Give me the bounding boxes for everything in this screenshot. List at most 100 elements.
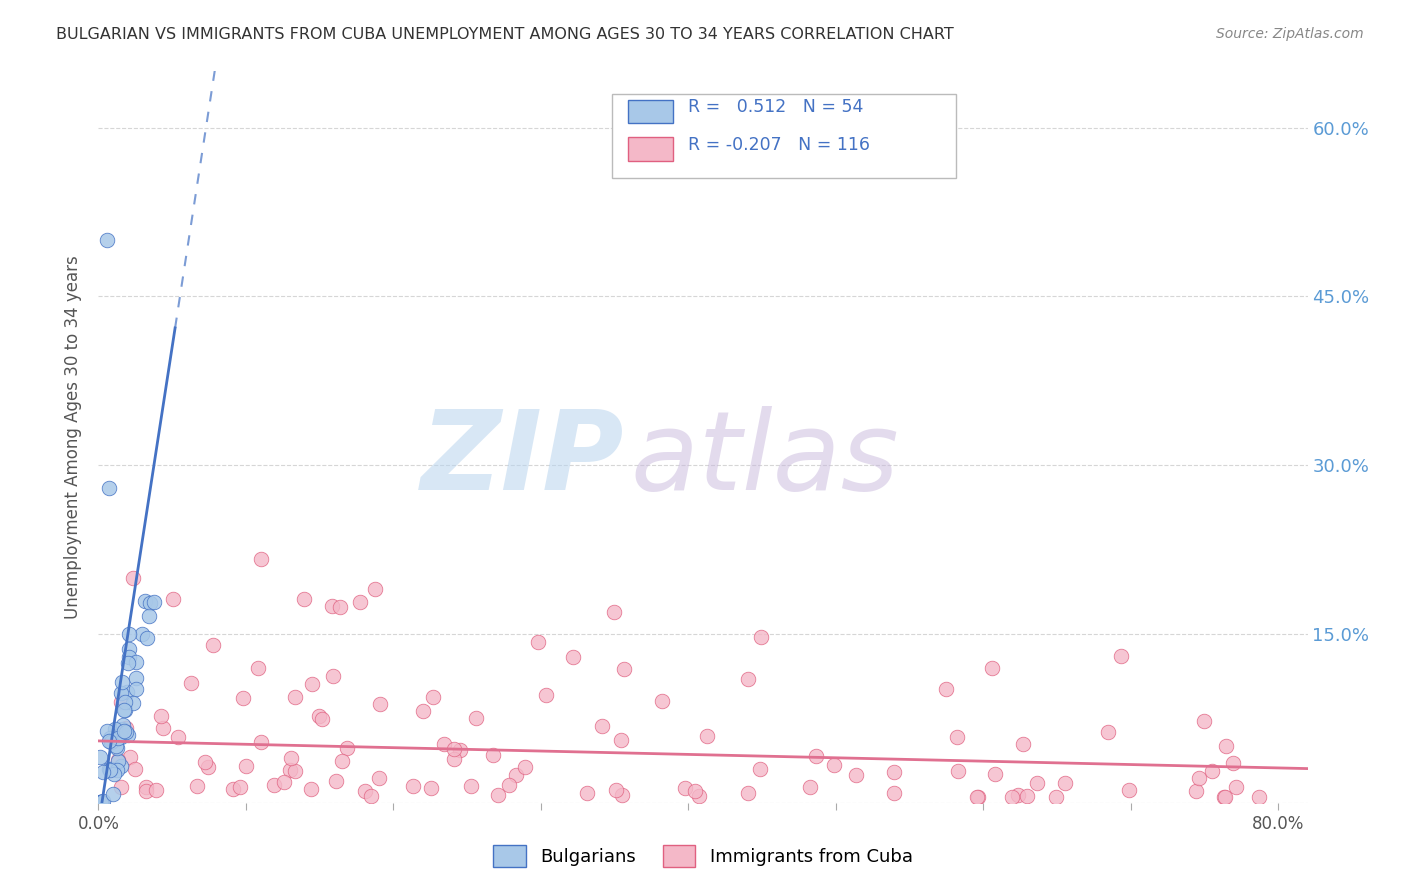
Point: [114, 703, 136, 717]
Point: [162, 591, 184, 606]
Point: [118, 627, 141, 641]
Point: [609, 732, 631, 747]
Point: [108, 728, 131, 742]
Point: [299, 782, 322, 797]
Point: [118, 641, 141, 656]
Point: [135, 783, 157, 797]
Point: [152, 722, 174, 736]
Point: [110, 758, 132, 772]
Point: [368, 697, 391, 711]
Point: [91, 794, 114, 808]
Point: [498, 778, 520, 792]
Point: [280, 750, 302, 764]
Point: [131, 627, 153, 641]
Point: [90, 795, 112, 809]
Point: [368, 771, 391, 785]
Point: [278, 764, 301, 778]
Point: [111, 722, 134, 736]
Point: [575, 786, 598, 800]
Point: [273, 775, 295, 789]
Point: [883, 765, 905, 780]
Point: [114, 695, 136, 709]
Point: [115, 685, 138, 699]
Text: ZIP: ZIP: [420, 406, 624, 513]
Point: [449, 743, 471, 757]
Point: [112, 723, 135, 738]
Point: [180, 676, 202, 690]
Point: [360, 789, 382, 803]
Point: [332, 754, 354, 768]
Point: [749, 630, 772, 644]
Point: [328, 600, 350, 615]
Point: [464, 710, 486, 724]
Point: [150, 709, 173, 723]
Point: [110, 731, 132, 745]
Point: [98, 763, 121, 777]
Point: [103, 722, 125, 736]
Point: [945, 730, 967, 744]
Point: [235, 759, 257, 773]
Point: [125, 682, 148, 697]
Point: [125, 655, 148, 669]
Point: [232, 690, 254, 705]
Point: [460, 780, 482, 794]
Point: [354, 783, 377, 797]
Point: [420, 780, 443, 795]
Point: [946, 764, 969, 779]
Point: [1247, 790, 1270, 805]
Point: [935, 682, 957, 697]
Point: [883, 786, 905, 800]
Point: [1015, 789, 1038, 803]
Point: [105, 763, 128, 777]
Point: [1215, 739, 1237, 754]
Point: [134, 594, 156, 608]
Point: [1188, 772, 1211, 786]
Point: [561, 649, 583, 664]
Point: [100, 734, 122, 748]
Point: [294, 592, 316, 607]
Point: [402, 780, 425, 794]
Point: [115, 724, 138, 739]
Point: [301, 677, 323, 691]
Point: [263, 778, 285, 792]
Text: Source: ZipAtlas.com: Source: ZipAtlas.com: [1216, 27, 1364, 41]
Point: [166, 731, 188, 745]
Point: [118, 750, 141, 764]
Point: [104, 730, 127, 744]
Point: [107, 754, 129, 768]
Point: [110, 695, 132, 709]
Point: [103, 767, 125, 781]
Point: [799, 780, 821, 794]
Point: [138, 609, 160, 624]
Point: [90, 795, 112, 809]
Point: [284, 764, 307, 778]
Point: [412, 705, 434, 719]
Point: [966, 790, 988, 805]
Point: [486, 788, 509, 802]
Point: [534, 688, 557, 702]
Point: [433, 738, 456, 752]
Point: [96, 233, 118, 247]
Point: [107, 753, 129, 767]
Point: [683, 784, 706, 798]
Point: [101, 787, 124, 801]
Point: [98, 731, 121, 745]
Point: [1222, 756, 1244, 770]
Text: R = -0.207   N = 116: R = -0.207 N = 116: [688, 136, 869, 153]
Point: [115, 722, 138, 736]
Point: [336, 740, 359, 755]
Point: [737, 672, 759, 686]
Point: [105, 740, 128, 755]
Point: [110, 686, 132, 700]
Point: [197, 760, 219, 774]
Point: [984, 767, 1007, 781]
Point: [250, 552, 273, 566]
Point: [673, 780, 696, 795]
Point: [122, 696, 145, 710]
Point: [98, 733, 121, 747]
Point: [91, 795, 114, 809]
Point: [1045, 790, 1067, 805]
Point: [249, 735, 271, 749]
Point: [284, 690, 307, 704]
Point: [96, 724, 118, 739]
